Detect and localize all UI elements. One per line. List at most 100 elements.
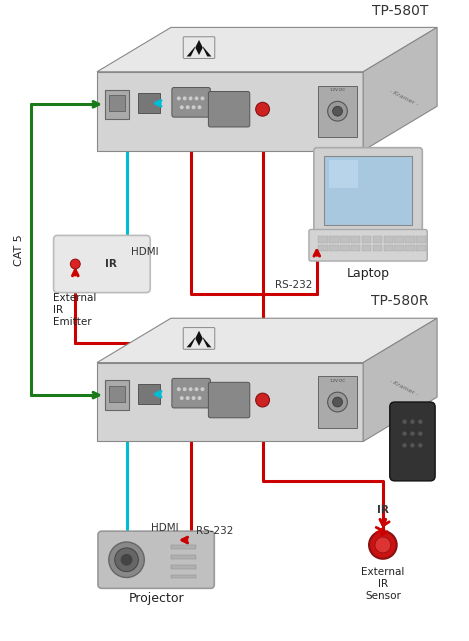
FancyBboxPatch shape bbox=[384, 236, 393, 242]
Circle shape bbox=[197, 396, 202, 400]
FancyBboxPatch shape bbox=[171, 545, 196, 549]
Circle shape bbox=[333, 106, 342, 116]
Text: IR: IR bbox=[377, 505, 389, 515]
Circle shape bbox=[109, 542, 144, 578]
FancyBboxPatch shape bbox=[329, 245, 339, 251]
Text: Projector: Projector bbox=[129, 592, 184, 605]
FancyBboxPatch shape bbox=[329, 236, 339, 242]
Text: 12V DC: 12V DC bbox=[330, 88, 345, 92]
Text: HDMI: HDMI bbox=[131, 247, 159, 257]
FancyBboxPatch shape bbox=[394, 245, 404, 251]
FancyBboxPatch shape bbox=[318, 245, 328, 251]
Circle shape bbox=[410, 443, 415, 448]
Circle shape bbox=[183, 96, 187, 101]
Circle shape bbox=[70, 259, 80, 269]
Circle shape bbox=[195, 96, 198, 101]
FancyBboxPatch shape bbox=[98, 531, 214, 588]
FancyBboxPatch shape bbox=[105, 90, 129, 119]
FancyBboxPatch shape bbox=[362, 236, 371, 242]
FancyBboxPatch shape bbox=[208, 382, 250, 418]
Polygon shape bbox=[187, 331, 212, 347]
Circle shape bbox=[256, 103, 270, 116]
Circle shape bbox=[121, 554, 132, 565]
Text: RS-232: RS-232 bbox=[196, 526, 233, 536]
FancyBboxPatch shape bbox=[394, 236, 404, 242]
Circle shape bbox=[402, 419, 407, 424]
FancyBboxPatch shape bbox=[109, 387, 125, 402]
FancyBboxPatch shape bbox=[329, 160, 358, 188]
FancyBboxPatch shape bbox=[351, 236, 361, 242]
FancyBboxPatch shape bbox=[362, 245, 371, 251]
Polygon shape bbox=[97, 72, 363, 151]
Circle shape bbox=[183, 387, 187, 391]
Circle shape bbox=[186, 105, 189, 109]
Circle shape bbox=[418, 443, 423, 448]
FancyBboxPatch shape bbox=[171, 555, 196, 559]
FancyBboxPatch shape bbox=[172, 88, 211, 117]
Text: External
IR
Sensor: External IR Sensor bbox=[361, 567, 405, 601]
Circle shape bbox=[256, 393, 270, 407]
Circle shape bbox=[177, 96, 181, 101]
FancyBboxPatch shape bbox=[314, 147, 422, 233]
Circle shape bbox=[410, 419, 415, 424]
Circle shape bbox=[180, 396, 184, 400]
Circle shape bbox=[177, 387, 181, 391]
Text: · Kramer ·: · Kramer · bbox=[389, 379, 419, 397]
Circle shape bbox=[200, 387, 204, 391]
FancyBboxPatch shape bbox=[109, 96, 125, 111]
FancyBboxPatch shape bbox=[340, 236, 350, 242]
Circle shape bbox=[328, 101, 348, 121]
Text: Laptop: Laptop bbox=[347, 267, 390, 280]
FancyBboxPatch shape bbox=[340, 245, 350, 251]
FancyBboxPatch shape bbox=[351, 245, 361, 251]
FancyBboxPatch shape bbox=[373, 245, 382, 251]
FancyBboxPatch shape bbox=[138, 384, 160, 404]
Text: · Kramer ·: · Kramer · bbox=[389, 88, 419, 106]
Text: CAT 5: CAT 5 bbox=[14, 234, 24, 265]
Circle shape bbox=[192, 396, 196, 400]
Polygon shape bbox=[97, 318, 437, 363]
FancyBboxPatch shape bbox=[309, 229, 427, 261]
FancyBboxPatch shape bbox=[318, 85, 357, 137]
Text: External
IR
Emitter: External IR Emitter bbox=[53, 292, 96, 328]
FancyBboxPatch shape bbox=[390, 402, 435, 481]
Circle shape bbox=[369, 531, 397, 559]
FancyBboxPatch shape bbox=[171, 574, 196, 578]
Circle shape bbox=[115, 548, 138, 572]
Circle shape bbox=[195, 387, 198, 391]
FancyBboxPatch shape bbox=[405, 245, 415, 251]
FancyBboxPatch shape bbox=[324, 156, 412, 224]
Text: IR: IR bbox=[105, 259, 117, 269]
Text: 12V DC: 12V DC bbox=[330, 379, 345, 383]
Circle shape bbox=[375, 537, 391, 553]
Polygon shape bbox=[187, 40, 212, 56]
FancyBboxPatch shape bbox=[405, 236, 415, 242]
FancyBboxPatch shape bbox=[171, 565, 196, 569]
FancyBboxPatch shape bbox=[318, 376, 357, 428]
Circle shape bbox=[418, 419, 423, 424]
FancyBboxPatch shape bbox=[416, 236, 425, 242]
Polygon shape bbox=[97, 363, 363, 442]
Text: HDMI: HDMI bbox=[151, 523, 179, 533]
FancyBboxPatch shape bbox=[373, 236, 382, 242]
Circle shape bbox=[418, 431, 423, 436]
Text: RS-232: RS-232 bbox=[274, 279, 312, 290]
FancyBboxPatch shape bbox=[105, 380, 129, 410]
Circle shape bbox=[180, 105, 184, 109]
Circle shape bbox=[200, 96, 204, 101]
Text: TP-580T: TP-580T bbox=[372, 4, 428, 17]
FancyBboxPatch shape bbox=[416, 245, 425, 251]
FancyBboxPatch shape bbox=[208, 92, 250, 127]
Circle shape bbox=[333, 397, 342, 407]
FancyBboxPatch shape bbox=[138, 94, 160, 113]
FancyBboxPatch shape bbox=[384, 245, 393, 251]
Circle shape bbox=[402, 443, 407, 448]
Circle shape bbox=[402, 431, 407, 436]
FancyBboxPatch shape bbox=[318, 236, 328, 242]
Circle shape bbox=[186, 396, 189, 400]
Circle shape bbox=[197, 105, 202, 109]
Circle shape bbox=[189, 96, 193, 101]
Circle shape bbox=[189, 387, 193, 391]
FancyBboxPatch shape bbox=[172, 378, 211, 408]
Circle shape bbox=[192, 105, 196, 109]
